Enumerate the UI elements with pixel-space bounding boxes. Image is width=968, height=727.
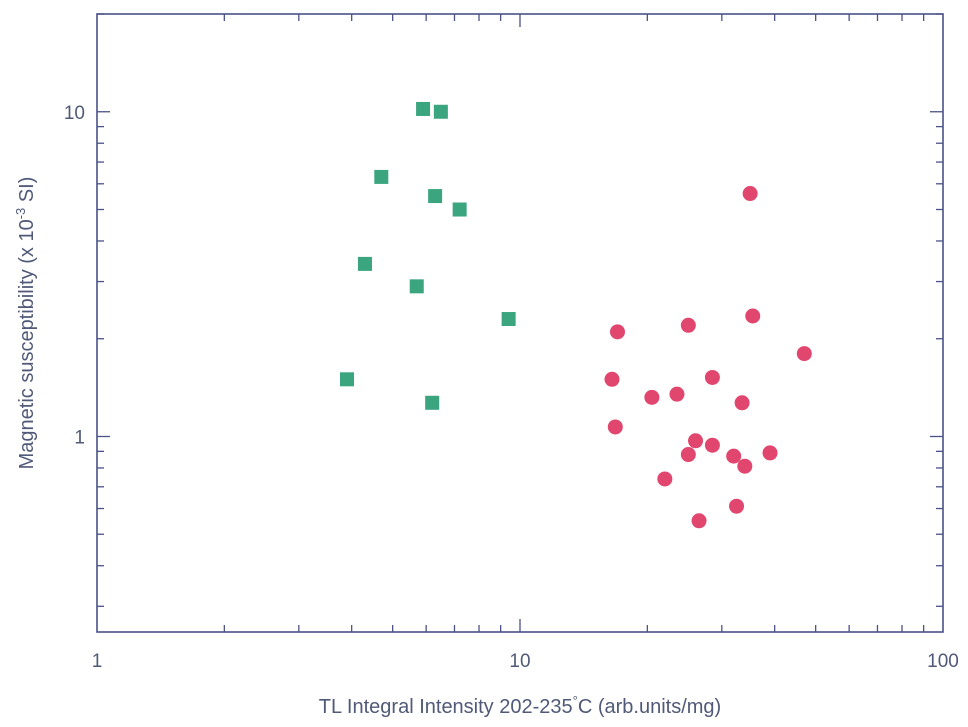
square-point bbox=[340, 372, 355, 387]
square-point bbox=[409, 279, 424, 294]
circle-point bbox=[762, 445, 778, 461]
circle-point bbox=[691, 513, 707, 529]
circle-point bbox=[609, 324, 625, 340]
y-tick-label: 10 bbox=[64, 103, 85, 124]
square-point bbox=[357, 256, 372, 271]
circle-point bbox=[745, 308, 761, 324]
square-point bbox=[416, 101, 431, 116]
tick-labels: 1 10 100 1 10 bbox=[64, 103, 959, 672]
circle-point bbox=[680, 317, 696, 333]
x-tick-label: 1 bbox=[92, 651, 103, 672]
circle-point bbox=[704, 437, 720, 453]
circle-point bbox=[680, 447, 696, 463]
plot-frame bbox=[96, 13, 944, 633]
circle-point bbox=[726, 448, 742, 464]
circle-point bbox=[737, 458, 753, 474]
square-point bbox=[433, 104, 448, 119]
circle-point bbox=[742, 186, 758, 202]
square-point bbox=[428, 189, 443, 204]
y-axis-title: Magnetic susceptibility (x 10-3 SI) bbox=[13, 177, 38, 470]
circle-point bbox=[734, 395, 750, 411]
circle-point bbox=[604, 371, 620, 387]
circle-point bbox=[729, 498, 745, 514]
x-tick-label: 10 bbox=[509, 651, 530, 672]
square-point bbox=[374, 169, 389, 184]
data-marks bbox=[340, 101, 812, 529]
axis-ticks bbox=[97, 13, 943, 632]
circle-point bbox=[644, 389, 660, 405]
circle-point bbox=[796, 346, 812, 362]
x-tick-label: 100 bbox=[927, 651, 959, 672]
circle-point bbox=[657, 471, 673, 487]
square-point bbox=[501, 312, 516, 327]
square-point bbox=[452, 202, 467, 217]
x-axis-title: TL Integral Intensity 202-235°C (arb.uni… bbox=[319, 693, 721, 718]
circle-point bbox=[688, 433, 704, 449]
circle-point bbox=[607, 419, 623, 435]
circle-point bbox=[669, 386, 685, 402]
square-point bbox=[425, 395, 440, 410]
y-tick-label: 1 bbox=[74, 427, 85, 448]
circle-point bbox=[704, 369, 720, 385]
